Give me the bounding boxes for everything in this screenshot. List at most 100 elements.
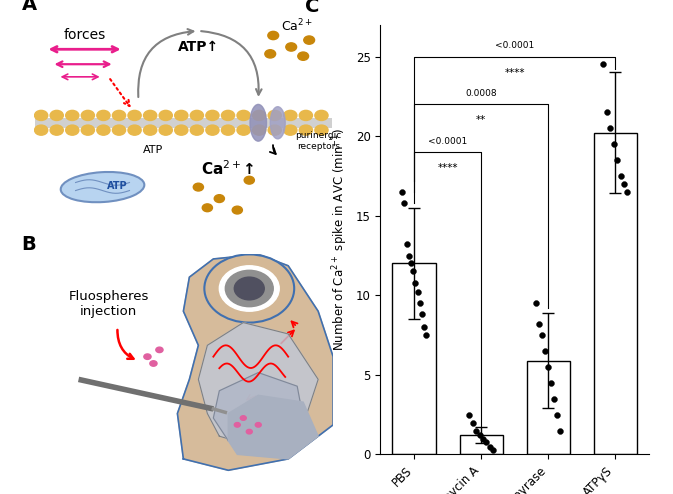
- Bar: [460, 435, 503, 454]
- Point: [622, 188, 633, 196]
- Point: [537, 331, 548, 339]
- Circle shape: [205, 254, 294, 323]
- Polygon shape: [228, 395, 318, 459]
- Circle shape: [214, 195, 224, 203]
- Point: [608, 140, 619, 148]
- Polygon shape: [213, 372, 303, 448]
- Point: [415, 299, 425, 307]
- Point: [534, 320, 544, 328]
- Ellipse shape: [271, 107, 285, 139]
- Text: Ca$^{2+}$↑: Ca$^{2+}$↑: [201, 160, 255, 178]
- Point: [618, 180, 629, 188]
- Circle shape: [265, 50, 276, 58]
- Text: forces: forces: [63, 29, 106, 42]
- Point: [421, 331, 431, 339]
- Text: ATP↑: ATP↑: [178, 40, 219, 54]
- Text: Fluospheres
injection: Fluospheres injection: [69, 290, 149, 319]
- Point: [540, 347, 551, 355]
- Circle shape: [175, 125, 188, 135]
- Circle shape: [81, 110, 94, 121]
- Point: [474, 431, 485, 439]
- Circle shape: [206, 125, 219, 135]
- Circle shape: [34, 110, 48, 121]
- Circle shape: [159, 110, 172, 121]
- Circle shape: [112, 125, 126, 135]
- Point: [467, 419, 478, 427]
- Circle shape: [143, 110, 157, 121]
- Circle shape: [150, 361, 157, 366]
- Circle shape: [66, 125, 79, 135]
- Bar: [392, 263, 436, 454]
- Text: Ca$^{2+}$: Ca$^{2+}$: [281, 18, 313, 35]
- Circle shape: [112, 110, 126, 121]
- Point: [485, 443, 495, 451]
- Circle shape: [299, 110, 312, 121]
- Text: ATP: ATP: [143, 145, 164, 155]
- Circle shape: [315, 110, 328, 121]
- Circle shape: [232, 206, 242, 214]
- Point: [488, 446, 499, 453]
- Circle shape: [143, 125, 157, 135]
- Text: purinergic
receptors: purinergic receptors: [295, 131, 341, 151]
- Circle shape: [190, 125, 203, 135]
- Circle shape: [219, 266, 279, 311]
- Point: [546, 379, 557, 387]
- Circle shape: [34, 125, 48, 135]
- Circle shape: [268, 31, 279, 40]
- Point: [397, 188, 408, 196]
- Point: [399, 199, 410, 207]
- Ellipse shape: [250, 104, 267, 141]
- Circle shape: [128, 110, 141, 121]
- Circle shape: [221, 110, 235, 121]
- Point: [419, 323, 429, 331]
- Circle shape: [97, 125, 110, 135]
- Point: [615, 172, 626, 180]
- Bar: [526, 361, 570, 454]
- Ellipse shape: [61, 172, 144, 202]
- Point: [602, 108, 612, 116]
- Circle shape: [237, 125, 250, 135]
- Circle shape: [286, 43, 297, 51]
- Circle shape: [299, 125, 312, 135]
- Point: [549, 395, 560, 403]
- Text: ****: ****: [505, 68, 525, 78]
- Circle shape: [159, 125, 172, 135]
- Circle shape: [234, 277, 264, 300]
- Point: [598, 61, 609, 69]
- Circle shape: [240, 416, 246, 420]
- Circle shape: [284, 125, 297, 135]
- Circle shape: [268, 110, 281, 121]
- Circle shape: [128, 125, 141, 135]
- Circle shape: [144, 354, 151, 360]
- Circle shape: [225, 270, 273, 307]
- Circle shape: [50, 110, 63, 121]
- Point: [555, 427, 566, 435]
- Circle shape: [175, 110, 188, 121]
- Circle shape: [252, 125, 266, 135]
- Circle shape: [255, 422, 261, 427]
- Point: [543, 363, 554, 371]
- Point: [605, 124, 616, 132]
- Y-axis label: Number of Ca$^{2+}$ spike in AVC (min$^{-1}$): Number of Ca$^{2+}$ spike in AVC (min$^{…: [330, 128, 350, 351]
- Polygon shape: [199, 323, 318, 448]
- Point: [478, 435, 489, 443]
- Bar: [594, 133, 637, 454]
- Circle shape: [156, 347, 163, 353]
- Point: [471, 427, 482, 435]
- Text: A: A: [22, 0, 37, 14]
- Circle shape: [246, 429, 252, 434]
- Point: [408, 267, 419, 275]
- Circle shape: [268, 125, 281, 135]
- Circle shape: [237, 110, 250, 121]
- Circle shape: [203, 204, 213, 212]
- Circle shape: [315, 125, 328, 135]
- Point: [464, 411, 474, 418]
- Point: [417, 310, 427, 318]
- Point: [531, 299, 542, 307]
- Point: [552, 411, 563, 418]
- Circle shape: [234, 422, 240, 427]
- Point: [406, 259, 417, 267]
- Circle shape: [190, 110, 203, 121]
- Point: [612, 156, 623, 164]
- Circle shape: [284, 110, 297, 121]
